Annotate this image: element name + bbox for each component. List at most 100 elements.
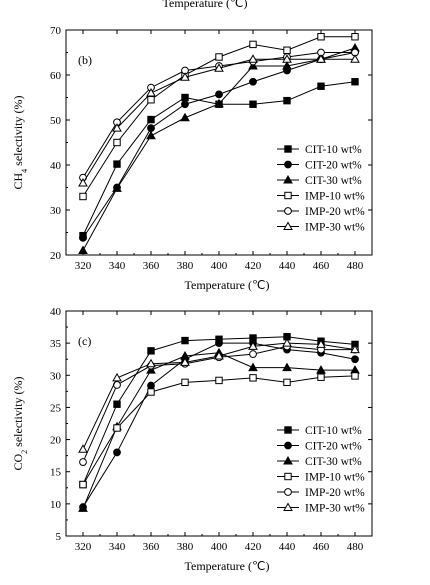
data-point	[316, 54, 326, 63]
top-caption: Temperature (℃)	[163, 0, 248, 10]
y-axis-label-subscript: 2	[20, 450, 29, 454]
x-tick-label: 480	[347, 541, 364, 553]
data-point	[146, 87, 156, 97]
data-point	[181, 93, 189, 102]
legend-entry: IMP-20 wt%	[277, 487, 365, 499]
data-point	[180, 72, 190, 81]
legend: CIT-10 wt% CIT-20 wt% CIT-30 wt% IMP-10 wt%…	[277, 144, 365, 234]
legend-marker	[283, 221, 293, 230]
x-tick-label: 460	[313, 541, 330, 553]
data-point	[215, 53, 223, 61]
x-tick-label: 380	[177, 541, 194, 553]
panel-label: (c)	[78, 334, 91, 348]
data-point	[214, 98, 224, 108]
y-tick-label: 25	[50, 402, 62, 414]
legend: CIT-10 wt% CIT-20 wt% CIT-30 wt% IMP-10 wt%…	[277, 425, 365, 515]
y-axis-label-rest: selectivity (%)	[11, 377, 25, 450]
data-point	[79, 192, 87, 201]
x-axis-label: Temperature (℃)	[185, 559, 270, 573]
legend-marker	[284, 441, 292, 450]
legend-marker	[283, 455, 293, 465]
data-point	[317, 373, 325, 381]
x-tick-label: 380	[177, 260, 194, 272]
data-point	[282, 362, 292, 372]
data-point	[351, 33, 359, 41]
chart-panel-b: 320 340 360 380 400 420 440 460 480 20 30 40 50 60 70 T…	[11, 25, 373, 292]
x-tick-label: 360	[143, 260, 160, 272]
legend-marker	[283, 502, 293, 511]
data-point	[112, 123, 122, 132]
y-tick-label: 10	[50, 499, 62, 511]
data-point	[79, 458, 87, 466]
legend-label: IMP-20 wt%	[305, 487, 365, 499]
x-axis-label: Temperature (℃)	[185, 278, 270, 292]
legend-marker	[284, 191, 292, 200]
y-tick-label: 20	[50, 435, 62, 447]
panel-label: (b)	[78, 53, 92, 67]
legend-label: IMP-10 wt%	[305, 472, 365, 484]
x-tick-label: 460	[313, 260, 330, 272]
data-point	[215, 376, 223, 385]
data-point	[146, 365, 156, 374]
data-point	[147, 124, 155, 133]
data-point	[147, 96, 155, 104]
legend-marker	[284, 488, 292, 496]
legend-label: IMP-30 wt%	[305, 503, 365, 515]
legend-marker	[284, 145, 292, 153]
x-tick-label: 340	[109, 541, 126, 553]
data-point	[78, 444, 88, 453]
data-point	[249, 350, 257, 358]
data-point	[351, 372, 359, 380]
legend-entry: IMP-30 wt%	[277, 502, 365, 515]
data-point	[215, 339, 223, 348]
x-tick-label: 420	[245, 260, 262, 272]
series-imp-10-wt-	[79, 372, 359, 489]
data-point	[78, 245, 88, 254]
x-tick-label: 480	[347, 260, 364, 272]
legend-label: IMP-20 wt%	[305, 206, 365, 218]
legend-entry: CIT-30 wt%	[277, 174, 362, 187]
data-point	[248, 341, 258, 350]
data-point	[78, 177, 88, 187]
y-tick-label: 30	[50, 370, 62, 382]
legend-entry: IMP-20 wt%	[277, 206, 365, 218]
data-point	[316, 339, 326, 348]
data-point	[181, 100, 189, 109]
x-tick-label: 360	[143, 541, 160, 553]
y-axis-label-rest: selectivity (%)	[11, 96, 25, 169]
x-tick-label: 420	[245, 541, 262, 553]
legend-label: CIT-30 wt%	[305, 456, 362, 468]
y-axis-label-main: CH	[11, 172, 25, 189]
legend-entry: CIT-20 wt%	[277, 160, 362, 172]
y-tick-label: 5	[56, 531, 62, 543]
data-point	[78, 503, 88, 512]
y-axis-label-subscript: 4	[20, 169, 29, 173]
data-point	[113, 138, 121, 147]
data-point	[180, 112, 190, 122]
data-point	[350, 54, 360, 63]
legend-entry: CIT-10 wt%	[277, 144, 362, 156]
data-point	[282, 54, 292, 63]
data-point	[283, 96, 291, 105]
data-point	[147, 388, 155, 396]
legend-marker	[284, 207, 292, 215]
legend-entry: CIT-20 wt%	[277, 441, 362, 453]
data-point	[249, 374, 257, 382]
data-point	[248, 60, 258, 70]
legend-entry: IMP-30 wt%	[277, 221, 365, 234]
data-point	[351, 355, 359, 364]
data-point	[282, 60, 292, 70]
data-point	[214, 350, 224, 360]
legend-entry: CIT-10 wt%	[277, 425, 362, 437]
legend-label: CIT-20 wt%	[305, 160, 362, 172]
data-point	[351, 78, 359, 86]
series-imp-10-wt-	[79, 33, 359, 201]
series-imp-30-wt-	[78, 54, 360, 187]
data-point	[79, 234, 87, 242]
data-point	[248, 362, 258, 372]
data-point	[147, 381, 155, 390]
data-point	[283, 46, 291, 54]
x-tick-label: 400	[211, 260, 228, 272]
